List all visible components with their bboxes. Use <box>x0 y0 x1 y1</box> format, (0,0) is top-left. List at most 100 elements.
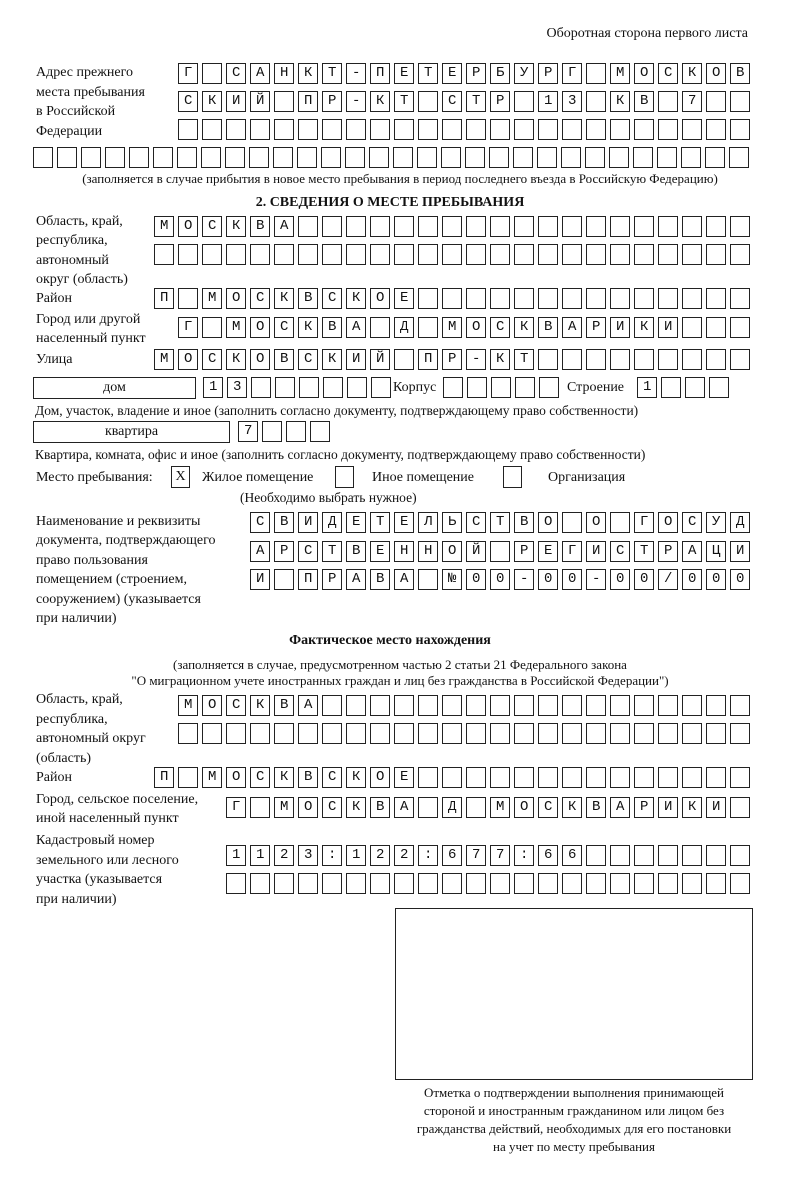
char-cell[interactable] <box>347 377 367 398</box>
char-cell[interactable] <box>346 317 366 338</box>
char-cell[interactable] <box>394 288 414 309</box>
char-cell[interactable] <box>706 723 726 744</box>
char-cell[interactable] <box>514 512 534 533</box>
char-cell[interactable] <box>322 119 342 140</box>
char-cell[interactable] <box>730 797 750 818</box>
char-cell[interactable] <box>682 317 702 338</box>
char-cell[interactable] <box>225 147 245 168</box>
place-checkbox-organization[interactable] <box>503 466 522 488</box>
char-cell[interactable] <box>177 147 197 168</box>
char-cell[interactable] <box>202 244 222 265</box>
char-cell[interactable] <box>442 216 462 237</box>
char-cell[interactable] <box>250 512 270 533</box>
char-cell[interactable] <box>274 91 294 112</box>
char-cell[interactable] <box>658 845 678 866</box>
char-cell[interactable] <box>394 119 414 140</box>
char-cell[interactable] <box>274 63 294 84</box>
char-cell[interactable] <box>250 541 270 562</box>
place-checkbox-residential[interactable]: X <box>171 466 190 488</box>
char-cell[interactable] <box>585 147 605 168</box>
char-cell[interactable] <box>610 512 630 533</box>
char-cell[interactable] <box>586 767 606 788</box>
char-cell[interactable] <box>370 317 390 338</box>
char-cell[interactable] <box>706 797 726 818</box>
char-cell[interactable] <box>514 541 534 562</box>
char-cell[interactable] <box>658 288 678 309</box>
char-cell[interactable] <box>370 541 390 562</box>
prev-address-row-4[interactable] <box>33 147 753 168</box>
char-cell[interactable] <box>274 767 294 788</box>
char-cell[interactable] <box>514 873 534 894</box>
char-cell[interactable] <box>178 695 198 716</box>
char-cell[interactable] <box>322 317 342 338</box>
char-cell[interactable] <box>418 845 438 866</box>
char-cell[interactable] <box>154 216 174 237</box>
char-cell[interactable] <box>250 63 270 84</box>
char-cell[interactable] <box>490 216 510 237</box>
char-cell[interactable] <box>129 147 149 168</box>
char-cell[interactable] <box>178 317 198 338</box>
char-cell[interactable] <box>682 797 702 818</box>
char-cell[interactable] <box>634 873 654 894</box>
char-cell[interactable] <box>249 147 269 168</box>
char-cell[interactable] <box>251 377 271 398</box>
char-cell[interactable] <box>370 288 390 309</box>
cadastre-row-1[interactable]: 1123:122:677:66 <box>226 845 754 866</box>
char-cell[interactable] <box>658 541 678 562</box>
char-cell[interactable] <box>538 63 558 84</box>
char-cell[interactable] <box>586 512 606 533</box>
char-cell[interactable] <box>586 695 606 716</box>
char-cell[interactable] <box>466 349 486 370</box>
char-cell[interactable] <box>322 349 342 370</box>
char-cell[interactable] <box>634 349 654 370</box>
char-cell[interactable] <box>394 63 414 84</box>
char-cell[interactable] <box>346 63 366 84</box>
char-cell[interactable] <box>637 377 657 398</box>
char-cell[interactable] <box>442 91 462 112</box>
char-cell[interactable] <box>274 569 294 590</box>
char-cell[interactable] <box>371 377 391 398</box>
char-cell[interactable] <box>586 244 606 265</box>
char-cell[interactable] <box>490 845 510 866</box>
char-cell[interactable] <box>466 797 486 818</box>
char-cell[interactable] <box>634 695 654 716</box>
char-cell[interactable] <box>610 569 630 590</box>
char-cell[interactable] <box>466 723 486 744</box>
char-cell[interactable] <box>226 119 246 140</box>
char-cell[interactable] <box>394 845 414 866</box>
char-cell[interactable] <box>730 845 750 866</box>
char-cell[interactable] <box>418 723 438 744</box>
char-cell[interactable] <box>418 541 438 562</box>
char-cell[interactable] <box>490 119 510 140</box>
char-cell[interactable] <box>610 91 630 112</box>
char-cell[interactable] <box>226 695 246 716</box>
char-cell[interactable] <box>634 91 654 112</box>
char-cell[interactable] <box>658 63 678 84</box>
char-cell[interactable] <box>634 767 654 788</box>
char-cell[interactable] <box>610 349 630 370</box>
char-cell[interactable] <box>514 317 534 338</box>
char-cell[interactable] <box>490 695 510 716</box>
char-cell[interactable] <box>442 873 462 894</box>
char-cell[interactable] <box>538 91 558 112</box>
char-cell[interactable] <box>465 147 485 168</box>
char-cell[interactable] <box>610 723 630 744</box>
char-cell[interactable] <box>394 216 414 237</box>
char-cell[interactable] <box>490 244 510 265</box>
char-cell[interactable] <box>323 377 343 398</box>
char-cell[interactable] <box>634 317 654 338</box>
char-cell[interactable] <box>610 216 630 237</box>
house-row[interactable]: 13 <box>203 377 395 398</box>
char-cell[interactable] <box>682 63 702 84</box>
char-cell[interactable] <box>298 244 318 265</box>
char-cell[interactable] <box>538 288 558 309</box>
char-cell[interactable] <box>322 695 342 716</box>
char-cell[interactable] <box>226 873 246 894</box>
char-cell[interactable] <box>610 845 630 866</box>
char-cell[interactable] <box>322 873 342 894</box>
char-cell[interactable] <box>706 695 726 716</box>
char-cell[interactable] <box>250 569 270 590</box>
char-cell[interactable] <box>562 119 582 140</box>
char-cell[interactable] <box>201 147 221 168</box>
char-cell[interactable] <box>202 767 222 788</box>
